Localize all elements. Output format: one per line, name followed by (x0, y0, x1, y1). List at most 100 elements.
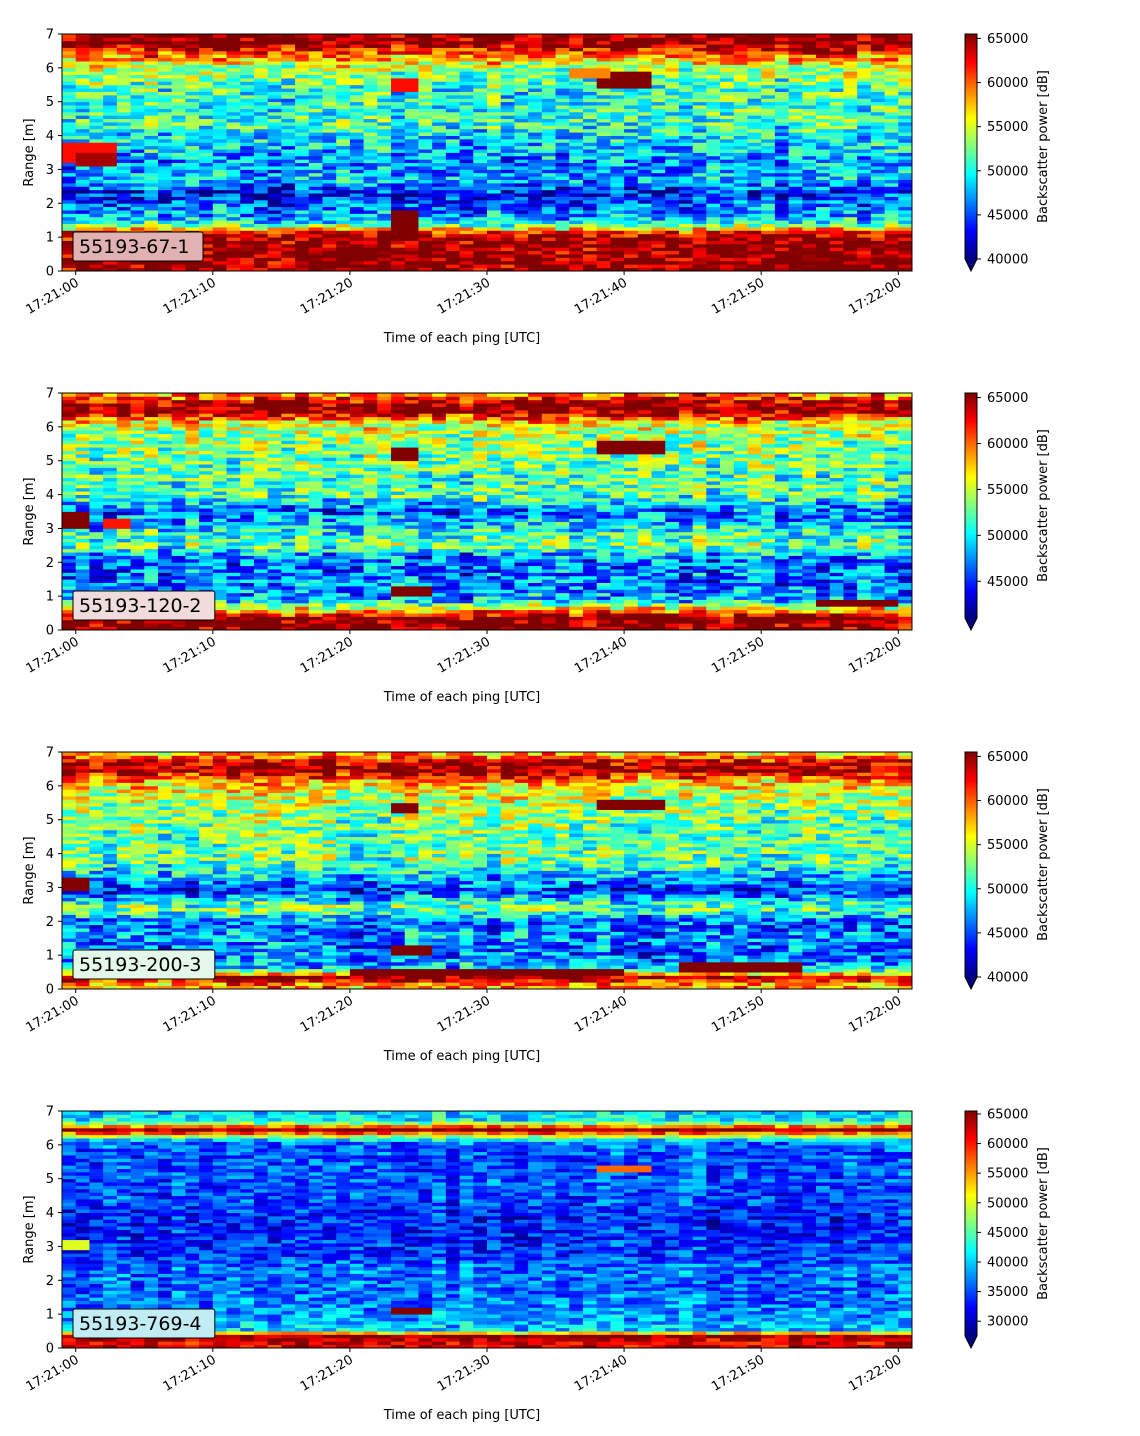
heatmap-cell (322, 250, 337, 255)
heatmap-cell (116, 155, 131, 160)
heatmap-cell (610, 213, 625, 218)
heatmap-cell (884, 196, 899, 201)
heatmap-cell (747, 193, 762, 197)
heatmap-cell (459, 240, 474, 245)
heatmap-cell (226, 172, 241, 177)
heatmap-cell (349, 135, 365, 140)
heatmap-cell (706, 226, 721, 231)
heatmap-cell (459, 179, 474, 184)
heatmap-cell (349, 40, 365, 45)
heatmap-cell (816, 220, 831, 224)
heatmap-cell (363, 40, 378, 45)
heatmap-cell (816, 61, 831, 65)
heatmap-cell (706, 128, 721, 133)
heatmap-cell (829, 91, 844, 96)
heatmap-cell (130, 172, 145, 177)
heatmap-cell (144, 413, 159, 418)
heatmap-cell (816, 230, 831, 235)
heatmap-cell (432, 108, 447, 113)
heatmap-cell (240, 78, 255, 82)
heatmap-cell (212, 220, 227, 224)
heatmap-cell (816, 226, 831, 231)
heatmap-cell (555, 213, 570, 218)
heatmap-cell (418, 115, 433, 120)
heatmap-cell (281, 193, 296, 197)
heatmap-cell (349, 226, 365, 231)
heatmap-cell (884, 88, 899, 92)
heatmap-cell (281, 101, 296, 106)
heatmap-cell (857, 64, 872, 69)
heatmap-cell (253, 203, 269, 208)
heatmap-cell (788, 128, 803, 133)
y-tick-label: 7 (46, 28, 54, 43)
heatmap-cell (678, 226, 694, 231)
heatmap-cell (62, 44, 77, 48)
colorbar-tick-label: 45000 (987, 208, 1028, 223)
heatmap-cell (62, 203, 77, 208)
heatmap-cell (541, 47, 556, 52)
heatmap-cell (308, 44, 323, 48)
heatmap-cell (898, 155, 913, 160)
heatmap-cell (116, 521, 131, 526)
heatmap-cell (116, 50, 131, 55)
heatmap-cell (130, 47, 145, 52)
heatmap-cell (555, 101, 570, 106)
heatmap-cell (240, 260, 255, 265)
heatmap-cell (185, 203, 200, 208)
heatmap-cell (665, 213, 680, 218)
heatmap-cell (706, 98, 721, 103)
heatmap-cell (610, 243, 625, 248)
heatmap-cell (295, 220, 310, 224)
heatmap-cell (62, 501, 77, 506)
heatmap-cell (733, 57, 748, 62)
heatmap-cell (62, 182, 77, 187)
heatmap-cell (226, 220, 241, 224)
heatmap-cell (116, 182, 131, 187)
heatmap-cell (870, 243, 885, 248)
heatmap-cell (829, 172, 844, 177)
heatmap-cell (624, 128, 639, 133)
heatmap-cell (637, 172, 652, 177)
heatmap-cell (336, 118, 351, 123)
heatmap-cell (253, 210, 269, 214)
heatmap-cell (870, 250, 885, 255)
heatmap-cell (89, 91, 104, 96)
heatmap-cell (89, 98, 104, 103)
heatmap-cell (610, 50, 625, 55)
heatmap-cell (267, 203, 282, 208)
heatmap-cell (144, 514, 159, 519)
heatmap-cell (843, 233, 858, 238)
heatmap-cell (116, 409, 131, 414)
heatmap-cell (157, 91, 173, 96)
heatmap-cell (295, 44, 310, 48)
heatmap-cell (144, 108, 159, 113)
heatmap-cell (692, 108, 707, 113)
heatmap-cell (349, 149, 365, 153)
heatmap-cell (171, 118, 186, 123)
heatmap-cell (144, 450, 159, 455)
heatmap-cell (733, 250, 748, 255)
heatmap-cell (487, 125, 502, 130)
heatmap-cell (130, 501, 145, 506)
heatmap-cell (665, 111, 680, 116)
heatmap-cell (295, 84, 310, 89)
heatmap-cell (665, 128, 680, 133)
heatmap-cell (541, 240, 556, 245)
heatmap-cell (349, 105, 365, 109)
heatmap-cell (870, 71, 885, 76)
heatmap-cell (391, 152, 406, 157)
heatmap-cell (802, 111, 817, 116)
heatmap-cell (103, 199, 118, 204)
heatmap-cell (363, 237, 378, 241)
heatmap-cell (418, 220, 433, 224)
heatmap-cell (418, 71, 433, 76)
heatmap-cell (253, 111, 269, 116)
heatmap-cell (445, 50, 460, 55)
heatmap-cell (336, 230, 351, 235)
heatmap-cell (322, 94, 337, 99)
heatmap-cell (802, 179, 817, 184)
heatmap-cell (733, 40, 748, 45)
heatmap-cell (678, 118, 694, 123)
heatmap-cell (322, 71, 337, 76)
heatmap-cell (157, 447, 173, 451)
